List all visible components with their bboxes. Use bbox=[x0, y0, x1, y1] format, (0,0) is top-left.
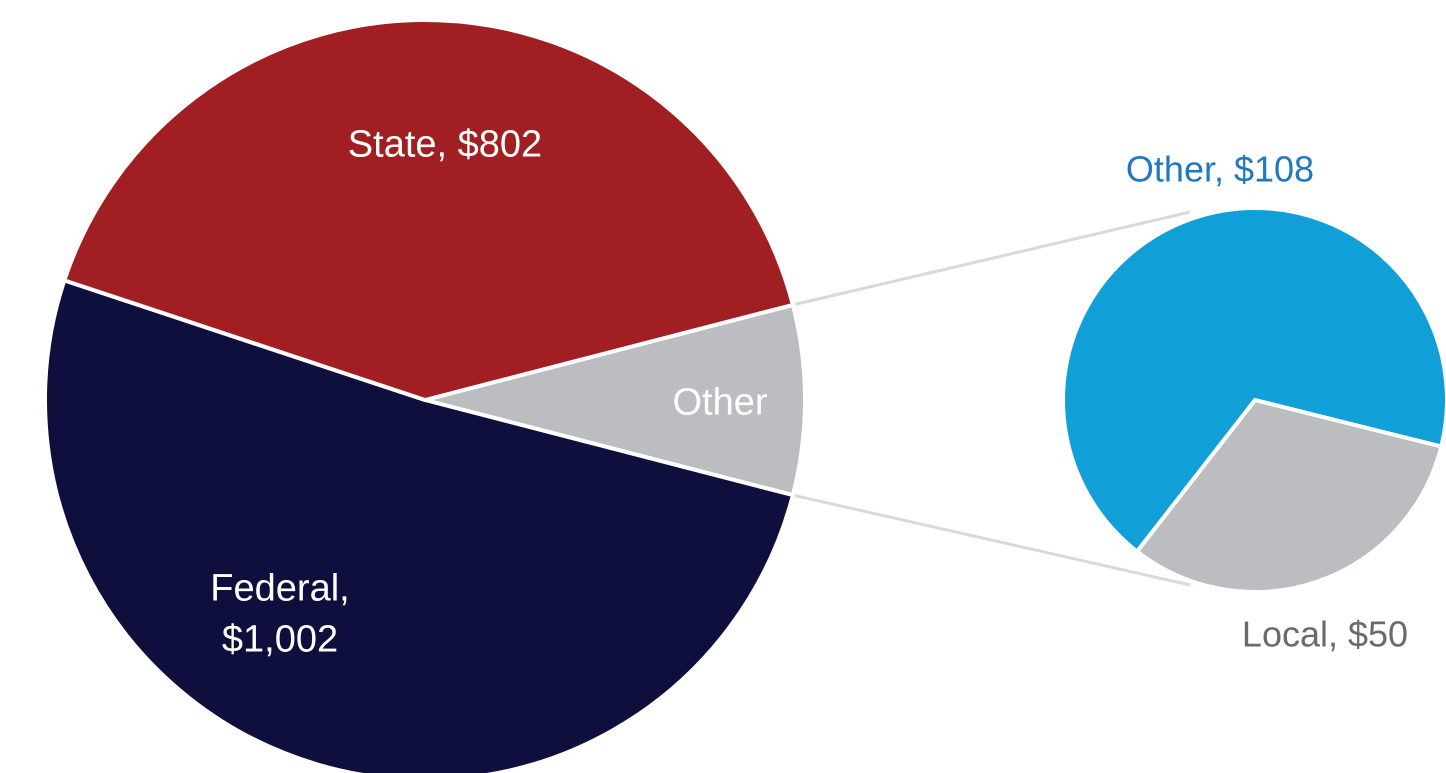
connector-line bbox=[792, 493, 1191, 587]
sub-pie-slice bbox=[1134, 397, 1444, 594]
pie-slice bbox=[43, 277, 796, 773]
data-label: Other, $108 bbox=[1125, 148, 1315, 190]
pie-slice bbox=[417, 302, 807, 498]
pie-slice bbox=[61, 18, 796, 403]
data-label: State, $802 bbox=[347, 123, 543, 166]
data-label: Local, $50 bbox=[1241, 613, 1409, 655]
data-label: Other bbox=[672, 381, 768, 424]
data-label: Federal, $1,002 bbox=[210, 567, 350, 661]
sub-pie-slice bbox=[1061, 206, 1446, 555]
connector-line bbox=[792, 210, 1191, 307]
